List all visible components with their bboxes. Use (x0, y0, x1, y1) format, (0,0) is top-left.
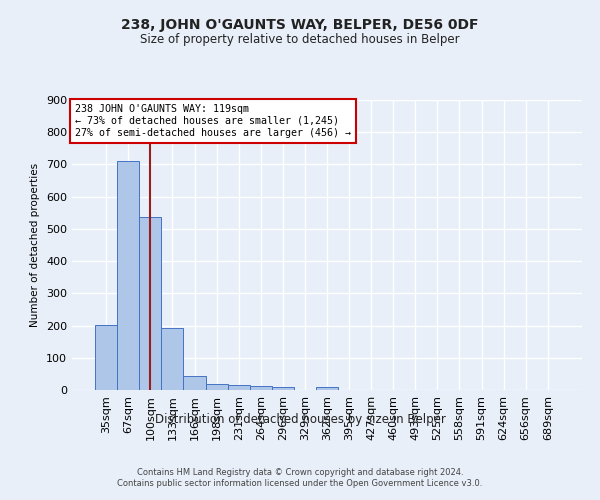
Text: Distribution of detached houses by size in Belper: Distribution of detached houses by size … (155, 412, 445, 426)
Text: Size of property relative to detached houses in Belper: Size of property relative to detached ho… (140, 32, 460, 46)
Text: 238 JOHN O'GAUNTS WAY: 119sqm
← 73% of detached houses are smaller (1,245)
27% o: 238 JOHN O'GAUNTS WAY: 119sqm ← 73% of d… (74, 104, 350, 138)
Text: Contains HM Land Registry data © Crown copyright and database right 2024.
Contai: Contains HM Land Registry data © Crown c… (118, 468, 482, 487)
Bar (250, 386, 272, 390)
Bar (161, 328, 184, 390)
Bar (117, 161, 139, 390)
Bar (227, 385, 250, 390)
Bar (184, 376, 206, 390)
Bar (139, 218, 161, 390)
Bar (95, 325, 117, 390)
Bar (272, 387, 294, 390)
Text: 238, JOHN O'GAUNTS WAY, BELPER, DE56 0DF: 238, JOHN O'GAUNTS WAY, BELPER, DE56 0DF (121, 18, 479, 32)
Y-axis label: Number of detached properties: Number of detached properties (31, 163, 40, 327)
Bar (206, 384, 227, 390)
Bar (316, 387, 338, 390)
